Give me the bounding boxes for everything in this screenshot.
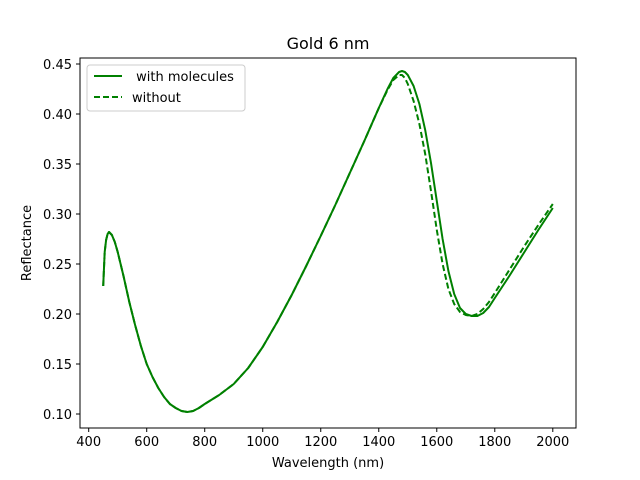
axes-frame	[79, 57, 577, 429]
series-layer	[102, 70, 554, 413]
plot-area	[80, 58, 576, 428]
y-tick-label: 0.45	[43, 58, 72, 73]
x-axis: 400 600 800 1000 1200 1400 1600 1800 2000	[76, 428, 569, 450]
x-tick-label: 1600	[420, 435, 453, 450]
x-tick-label: 400	[76, 435, 101, 450]
y-tick-label: 0.35	[43, 158, 72, 173]
y-tick-label: 0.20	[43, 308, 72, 323]
x-tick-label: 1800	[478, 435, 511, 450]
axes-background	[80, 58, 576, 428]
x-tick-label: 2000	[536, 435, 569, 450]
y-tick-label: 0.25	[43, 258, 72, 273]
chart-title: Gold 6 nm	[287, 34, 370, 53]
y-tick-label: 0.40	[43, 108, 72, 123]
x-tick-label: 1400	[362, 435, 395, 450]
x-tick-label: 1000	[246, 435, 279, 450]
x-axis-label: Wavelength (nm)	[272, 456, 384, 471]
legend: with molecules without	[86, 64, 246, 112]
x-tick-label: 800	[192, 435, 217, 450]
y-axis-label: Reflectance	[20, 205, 35, 281]
x-tick-label: 600	[134, 435, 159, 450]
legend-label-without: without	[132, 91, 181, 106]
y-tick-label: 0.15	[43, 358, 72, 373]
legend-box	[86, 64, 246, 112]
x-tick-label: 1200	[304, 435, 337, 450]
legend-label-with-molecules: with molecules	[132, 70, 234, 85]
y-tick-label: 0.10	[43, 408, 72, 423]
y-tick-label: 0.30	[43, 208, 72, 223]
series-line-without	[102, 74, 554, 413]
y-axis: 0.10 0.15 0.20 0.25 0.30 0.35 0.40 0.45	[43, 58, 80, 423]
